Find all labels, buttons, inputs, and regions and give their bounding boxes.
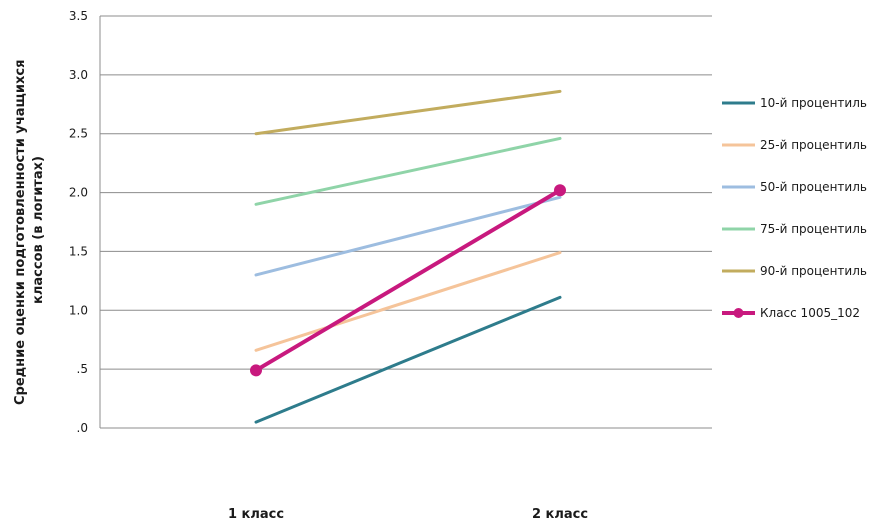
y-tick-label: 2.5 <box>69 127 88 141</box>
legend-label: 50-й процентиль <box>760 180 867 194</box>
y-tick-label: 2.0 <box>69 186 88 200</box>
y-tick-label: 1.0 <box>69 303 88 317</box>
y-axis-label: Средние оценки подготовленности учащихся… <box>13 55 46 405</box>
y-tick-label: .0 <box>77 421 88 435</box>
y-tick-label: 3.0 <box>69 68 88 82</box>
y-tick-labels: .0 .5 1.0 1.5 2.0 2.5 3.0 3.5 <box>69 9 88 435</box>
x-category-label: 2 класс <box>532 507 588 522</box>
y-tick-label: 1.5 <box>69 244 88 258</box>
y-tick-label: .5 <box>77 362 88 376</box>
series-point <box>554 184 566 197</box>
legend-label: 25-й процентиль <box>760 138 867 152</box>
legend-label: 10-й процентиль <box>760 96 867 110</box>
y-axis-label-line-2: классов (в логитах) <box>31 156 46 304</box>
y-tick-label: 3.5 <box>69 9 88 23</box>
legend: 10-й процентиль 25-й процентиль 50-й проце… <box>722 96 867 320</box>
legend-label: 75-й процентиль <box>760 222 867 236</box>
series-point <box>250 364 262 377</box>
y-axis-label-line-1: Средние оценки подготовленности учащихся <box>13 60 28 405</box>
series-line <box>254 295 562 424</box>
legend-marker <box>733 308 744 318</box>
series-line <box>254 136 562 206</box>
series-lines <box>250 89 566 424</box>
gridlines <box>99 15 712 429</box>
x-category-label: 1 класс <box>228 507 284 522</box>
series-line <box>254 89 562 136</box>
series-line <box>254 195 562 277</box>
legend-label: Класс 1005_102 <box>760 306 860 320</box>
series-line <box>254 251 562 352</box>
legend-label: 90-й процентиль <box>760 264 867 278</box>
series-line <box>254 188 562 373</box>
x-category-labels: 1 класс 2 класс <box>228 507 588 522</box>
